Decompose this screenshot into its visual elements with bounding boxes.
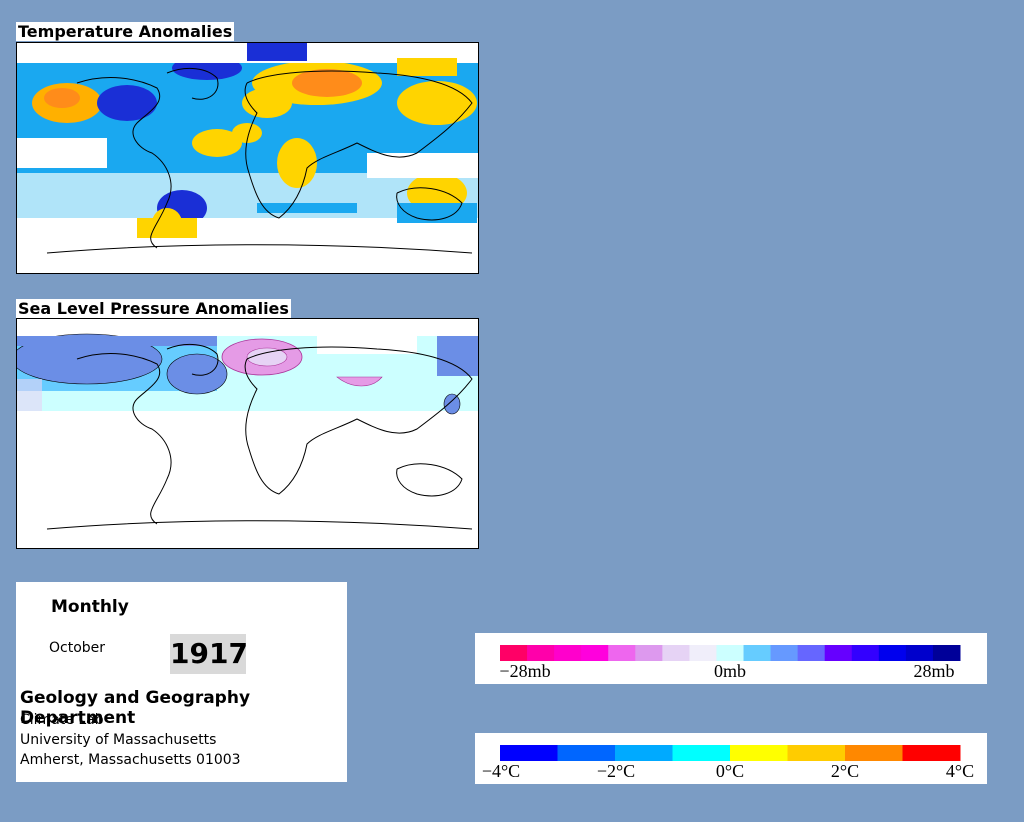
pressure-tick-min: −28mb: [499, 661, 551, 681]
lab-label: Climate Lab: [20, 712, 104, 728]
pressure-swatch: [689, 645, 717, 661]
pressure-swatch: [851, 645, 880, 661]
pressure-swatch: [824, 645, 853, 661]
temperature-swatch: [902, 745, 961, 761]
temperature-swatch: [500, 745, 558, 761]
pressure-swatch: [608, 645, 636, 661]
pressure-colorbar: [500, 645, 961, 661]
pressure-title: Sea Level Pressure Anomalies: [16, 299, 291, 318]
pressure-swatch: [554, 645, 582, 661]
pressure-legend: −28mb 0mb 28mb: [475, 633, 987, 684]
year-label: 1917: [170, 634, 248, 674]
pressure-swatch: [716, 645, 745, 661]
pressure-tick-max: 28mb: [913, 661, 955, 681]
month-label: October: [49, 640, 106, 656]
temperature-swatch: [787, 745, 846, 761]
department-label: Geology and Geography Department: [20, 688, 251, 728]
pressure-swatch: [662, 645, 690, 661]
temperature-swatch: [557, 745, 616, 761]
temperature-swatch: [672, 745, 731, 761]
pressure-swatch: [581, 645, 609, 661]
mode-label: Monthly: [51, 597, 129, 617]
temperature-swatch: [845, 745, 903, 761]
temperature-tick-3: 2°C: [830, 761, 860, 781]
temperature-map[interactable]: [16, 42, 479, 274]
pressure-swatch: [635, 645, 663, 661]
university-label: University of Massachusetts: [20, 732, 217, 748]
pressure-swatch: [905, 645, 934, 661]
pressure-swatch: [500, 645, 528, 661]
temperature-legend: −4°C −2°C 0°C 2°C 4°C: [475, 733, 987, 784]
temperature-tick-0: −4°C: [481, 761, 521, 781]
info-panel: Monthly October 1917 Geology and Geograp…: [16, 582, 347, 782]
pressure-tick-zero: 0mb: [713, 661, 747, 681]
temperature-swatch: [615, 745, 673, 761]
temperature-tick-1: −2°C: [596, 761, 636, 781]
pressure-map-canvas: [17, 333, 478, 530]
pressure-map[interactable]: [16, 318, 479, 549]
pressure-swatch: [797, 645, 826, 661]
temperature-title: Temperature Anomalies: [16, 22, 235, 41]
pressure-swatch: [527, 645, 555, 661]
pressure-swatch: [932, 645, 961, 661]
temperature-tick-4: 4°C: [945, 761, 975, 781]
pressure-swatch: [743, 645, 772, 661]
temperature-colorbar: [500, 745, 961, 761]
pressure-swatch: [878, 645, 907, 661]
temperature-map-canvas: [17, 43, 478, 273]
address-label: Amherst, Massachusetts 01003: [20, 752, 241, 768]
pressure-swatch: [770, 645, 799, 661]
temperature-swatch: [730, 745, 788, 761]
temperature-tick-2: 0°C: [715, 761, 745, 781]
